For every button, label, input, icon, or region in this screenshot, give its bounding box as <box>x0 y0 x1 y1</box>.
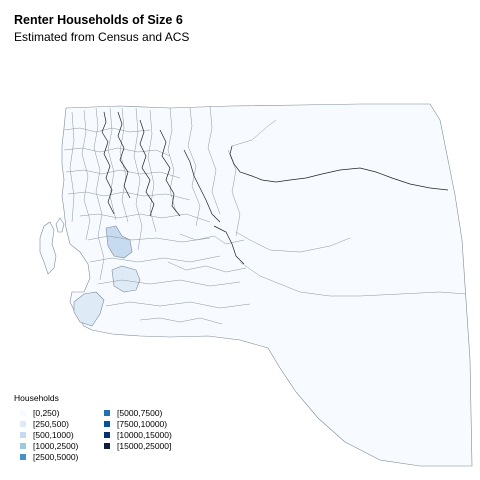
legend-item: [0,250) <box>20 407 78 418</box>
region-island-small <box>55 217 65 233</box>
legend-swatch <box>104 409 110 416</box>
legend-label: [1000,2500) <box>33 441 79 452</box>
legend-label: [5000,7500) <box>117 407 163 418</box>
river-lines <box>101 111 449 265</box>
map-subtitle: Estimated from Census and ACS <box>14 30 190 44</box>
region-tract-highlight-2 <box>111 265 141 293</box>
legend-item: [1000,2500) <box>20 441 78 452</box>
legend-column-1: [0,250) [250,500) [500,1000) [1000,2500)… <box>20 407 78 463</box>
legend-label: [10000,15000) <box>117 429 172 440</box>
legend-column-2: [5000,7500) [7500,10000) [10000,15000) [… <box>104 407 172 452</box>
legend-label: [7500,10000) <box>117 418 168 429</box>
region-tract-highlight-3 <box>73 291 105 327</box>
legend-swatch <box>104 443 110 450</box>
legend-item: [500,1000) <box>20 429 78 440</box>
legend-swatch <box>20 409 26 416</box>
legend-title: Households <box>14 393 59 403</box>
region-tract-highlight-1 <box>105 225 133 259</box>
legend-item: [2500,5000) <box>20 452 78 463</box>
legend-label: [15000,25000] <box>117 441 172 452</box>
legend-item: [10000,15000) <box>104 429 172 440</box>
legend-swatch <box>20 454 26 461</box>
region-county-outline <box>61 103 473 467</box>
legend-item: [15000,25000] <box>104 441 172 452</box>
legend-swatch <box>20 420 26 427</box>
legend-label: [0,250) <box>33 407 60 418</box>
legend-swatch <box>20 443 26 450</box>
legend-swatch <box>104 431 110 438</box>
legend-label: [2500,5000) <box>33 452 79 463</box>
legend-item: [5000,7500) <box>104 407 172 418</box>
legend-item: [7500,10000) <box>104 418 172 429</box>
tract-boundaries <box>63 105 467 325</box>
legend-label: [250,500) <box>33 418 69 429</box>
map-title: Renter Households of Size 6 <box>14 13 183 27</box>
legend-swatch <box>104 420 110 427</box>
legend-swatch <box>20 431 26 438</box>
legend-label: [500,1000) <box>33 429 74 440</box>
legend-item: [250,500) <box>20 418 78 429</box>
region-island-large <box>39 221 57 275</box>
